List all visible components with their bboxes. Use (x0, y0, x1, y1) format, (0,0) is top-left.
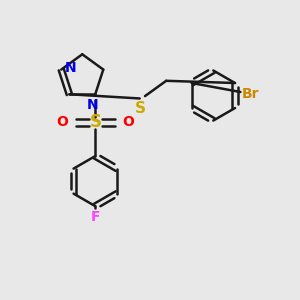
Text: O: O (56, 115, 68, 129)
Text: Br: Br (242, 87, 260, 101)
Text: S: S (135, 101, 146, 116)
Text: S: S (89, 113, 101, 131)
Text: O: O (123, 115, 134, 129)
Text: N: N (87, 98, 99, 112)
Text: N: N (65, 61, 76, 75)
Text: F: F (91, 210, 100, 224)
